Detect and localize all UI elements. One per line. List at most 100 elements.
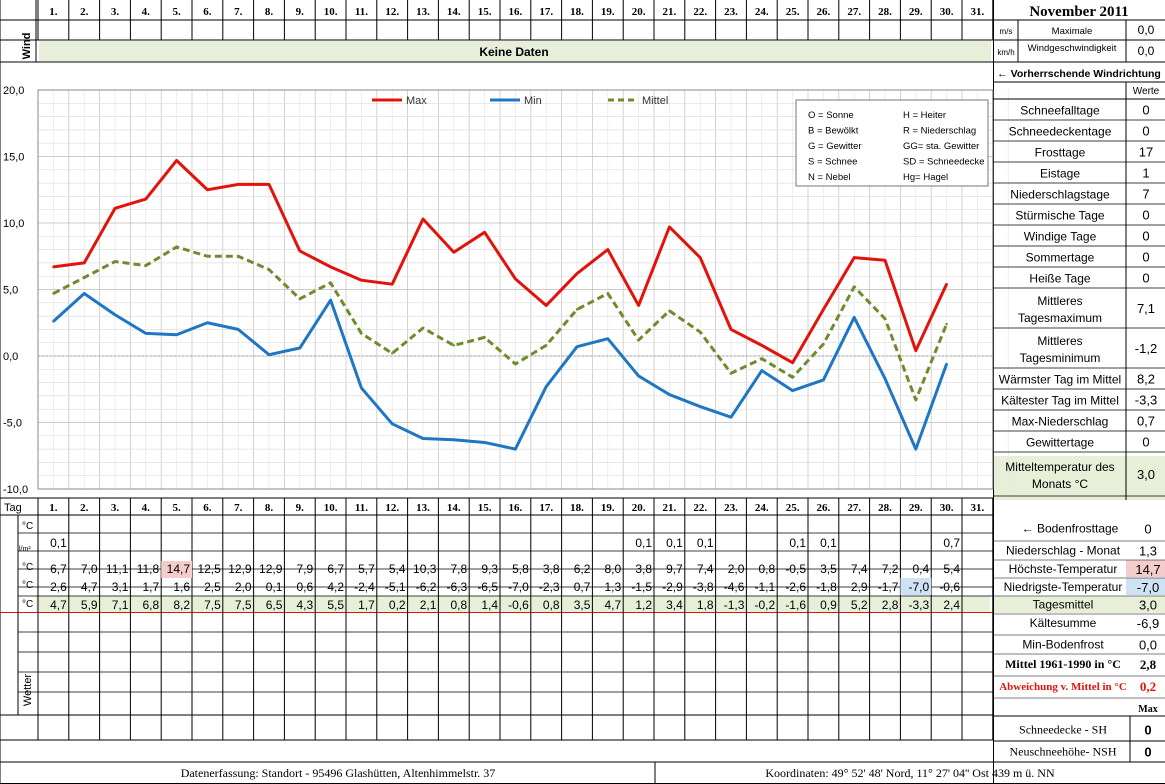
- tag-label: Tag: [4, 502, 22, 514]
- data-point-min: [237, 328, 240, 331]
- unit-label: °C: [22, 521, 33, 532]
- stat-value: -3,3: [1135, 393, 1157, 408]
- day-header: 21.: [663, 6, 677, 18]
- tag-day: 28.: [878, 502, 892, 514]
- cell-precip: 0,1: [666, 536, 683, 550]
- stat-value: 7: [1142, 187, 1149, 202]
- stat-lower-value: 0: [1144, 723, 1151, 738]
- tag-day: 22.: [693, 502, 707, 514]
- tag-day: 31.: [971, 502, 985, 514]
- tag-day: 1.: [49, 502, 58, 514]
- cell-min: -0,6: [939, 580, 960, 594]
- cell-max: 2,0: [728, 562, 745, 576]
- cell-mean: -3,3: [909, 598, 930, 612]
- tag-day: 3.: [111, 502, 120, 514]
- data-point-max: [237, 183, 240, 186]
- data-point-mittel: [298, 297, 301, 301]
- day-header: 28.: [878, 6, 892, 18]
- max-wind-ms: 0,0: [1138, 23, 1155, 37]
- day-header: 9.: [296, 6, 305, 18]
- data-point-mittel: [267, 268, 271, 271]
- day-header: 3.: [111, 6, 120, 18]
- data-point-min: [637, 374, 640, 378]
- cell-max: 5,4: [943, 562, 960, 576]
- no-data-text: Keine Daten: [479, 45, 548, 59]
- data-point-mittel: [52, 292, 55, 295]
- day-header: 18.: [570, 6, 584, 18]
- cell-max: 6,2: [574, 562, 591, 576]
- cell-precip: 0,1: [820, 536, 837, 550]
- day-header: 27.: [847, 6, 861, 18]
- stat-lower-label: Schneedecke - SH: [1019, 723, 1107, 737]
- dynamic-layer: 20,015,010,05,00,0-5,0-10,01.1.2.2.3.3.4…: [3, 0, 1165, 780]
- data-point-max: [914, 349, 917, 352]
- cell-max: 10,3: [413, 562, 437, 576]
- cell-mean: 1,7: [358, 598, 375, 612]
- no-data-band: [39, 41, 991, 61]
- cell-mean: 5,2: [851, 598, 868, 612]
- cell-mean: 7,5: [235, 598, 252, 612]
- cell-max: 9,7: [666, 562, 683, 576]
- cell-mean: 1,4: [481, 598, 498, 612]
- stat-label: Sommertage: [1026, 251, 1095, 265]
- cell-max: 9,3: [481, 562, 498, 576]
- max-wind-label: Windgeschwindigkeit: [1028, 43, 1117, 54]
- tag-day: 17.: [539, 502, 553, 514]
- data-point-mittel: [699, 330, 702, 334]
- cell-max: 11,8: [137, 562, 160, 576]
- cell-min: -2,9: [662, 580, 683, 594]
- code-entry: R = Niederschlag: [903, 126, 976, 137]
- cell-precip: 0,1: [789, 536, 806, 550]
- data-point-min: [760, 369, 763, 372]
- y-tick-label: -5,0: [3, 418, 22, 430]
- data-point-min: [360, 386, 363, 390]
- cell-max: 3,5: [820, 562, 837, 576]
- cell-max: 5,7: [358, 562, 375, 576]
- code-entry: Hg= Hagel: [903, 172, 948, 183]
- code-entry: B = Bewölkt: [808, 126, 859, 137]
- cell-min: 4,2: [327, 580, 344, 594]
- max-highlight: [161, 561, 192, 578]
- cell-min: 1,6: [173, 580, 190, 594]
- cell-mean: 6,8: [143, 598, 160, 612]
- footer-left: Datenerfassung: Standort - 95496 Glashüt…: [181, 766, 496, 780]
- cell-precip: 0,1: [50, 536, 67, 550]
- y-tick-label: 10,0: [3, 218, 24, 230]
- cell-mean: 4,7: [605, 598, 622, 612]
- stat-label: Frosttage: [1035, 146, 1086, 160]
- stat-lower-value: 0: [1144, 745, 1151, 760]
- cell-min: 0,7: [574, 580, 591, 594]
- wind-label: Wind: [21, 33, 33, 60]
- unit-label: °C: [22, 599, 33, 610]
- stat-label: Mittleres: [1037, 294, 1082, 308]
- data-point-min: [52, 320, 55, 323]
- data-point-max: [575, 272, 579, 275]
- data-point-mittel: [606, 292, 609, 295]
- stat-value: 8,2: [1137, 372, 1155, 387]
- footer-right: Koordinaten: 49° 52' 48' Nord, 11° 27' 0…: [765, 766, 1055, 780]
- tag-day: 5.: [172, 502, 181, 514]
- data-point-min: [545, 385, 548, 388]
- data-point-mittel: [545, 344, 548, 347]
- data-point-max: [483, 231, 486, 234]
- data-point-max: [699, 256, 702, 259]
- cell-min: -1,7: [878, 580, 899, 594]
- stat-lower-value: 2,8: [1140, 657, 1157, 672]
- cell-precip: 0,1: [697, 536, 714, 550]
- cell-mean: -1,3: [724, 598, 745, 612]
- stat-lower-label: Niedrigste-Temperatur: [1004, 580, 1123, 594]
- stat-label: Eistage: [1040, 167, 1080, 181]
- data-point-min: [391, 422, 394, 426]
- cell-min: -5,1: [385, 580, 406, 594]
- code-box: [795, 99, 989, 187]
- data-point-min: [298, 346, 301, 350]
- data-point-max: [514, 277, 517, 281]
- data-point-max: [267, 183, 271, 186]
- cell-min: 0,6: [297, 580, 314, 594]
- cell-min: 3,1: [112, 580, 129, 594]
- data-point-min: [914, 447, 917, 451]
- day-header: 25.: [786, 6, 800, 18]
- stat-lower-label: Niederschlag - Monat: [1006, 544, 1121, 558]
- stat-value: 0: [1142, 271, 1149, 286]
